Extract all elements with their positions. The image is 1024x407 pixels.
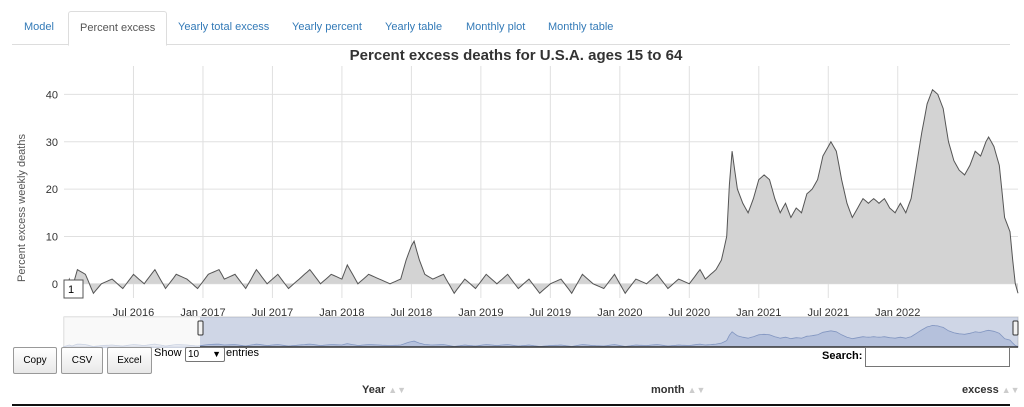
x-tick-label: Jul 2020 [669,307,711,319]
search-label: Search: [822,350,863,362]
tab-model[interactable]: Model [24,21,54,33]
y-tick-labels: 0 10 20 30 40 [46,89,58,290]
series-area [64,89,1018,294]
x-tick-label: Jul 2017 [252,307,294,319]
navigator-selection[interactable] [200,317,1018,347]
column-header-excess[interactable]: excess ▲▼ [962,384,1020,396]
y-tick-label: 40 [46,89,58,101]
excess-deaths-chart: Percent excess deaths for U.S.A. ages 15… [16,47,1019,348]
x-tick-label: Jan 2019 [458,307,503,319]
column-header-year[interactable]: Year ▲▼ [362,384,406,396]
range-marker[interactable]: 1 [63,279,84,299]
y-tick-label: 10 [46,231,58,243]
chart-series [63,88,1019,295]
tab-yearly-total-excess[interactable]: Yearly total excess [178,21,270,33]
x-tick-label: Jul 2016 [113,307,155,319]
tab-percent-excess[interactable]: Percent excess [68,11,168,46]
chart-title: Percent excess deaths for U.S.A. ages 15… [350,47,683,64]
column-header-excess-label: excess [962,384,999,396]
navigator-mask [64,317,200,347]
y-axis-label: Percent excess weekly deaths [16,134,28,282]
y-tick-label: 20 [46,184,58,196]
table-header-divider [12,404,1010,406]
x-tick-label: Jan 2022 [875,307,920,319]
chart-grid [64,66,1018,298]
tab-bar: Model Percent excess Yearly total excess… [12,11,1010,46]
tab-yearly-table[interactable]: Yearly table [385,21,443,33]
column-header-month-label: month [651,384,685,396]
range-selector[interactable] [63,316,1019,348]
tab-yearly-percent[interactable]: Yearly percent [292,21,362,33]
navigator-handle-left[interactable] [197,320,204,336]
chevron-down-icon: ▼ [212,349,221,359]
column-header-year-label: Year [362,384,386,396]
entries-select[interactable]: 10 ▼ [185,347,225,362]
x-tick-label: Jul 2021 [807,307,849,319]
excel-button[interactable]: Excel [107,347,152,374]
length-prefix: Show [154,347,182,359]
x-tick-label: Jul 2018 [391,307,433,319]
csv-button[interactable]: CSV [61,347,103,374]
navigator-handle-right[interactable] [1012,320,1019,336]
x-tick-label: Jul 2019 [530,307,572,319]
series-line [63,88,1019,295]
sort-icon: ▲▼ [687,385,706,395]
range-marker-label: 1 [68,284,74,296]
x-tick-label: Jan 2021 [736,307,781,319]
y-tick-label: 30 [46,137,58,149]
tab-monthly-table[interactable]: Monthly table [548,21,614,33]
x-tick-label: Jan 2018 [319,307,364,319]
sort-icon: ▲▼ [388,385,407,395]
copy-button[interactable]: Copy [13,347,57,374]
search-input[interactable] [865,347,1010,367]
length-suffix: entries [226,347,260,359]
x-tick-label: Jan 2020 [597,307,642,319]
y-tick-label: 0 [52,279,58,291]
column-header-month[interactable]: month ▲▼ [651,384,705,396]
entries-value: 10 [188,349,200,360]
sort-icon: ▲▼ [1001,385,1020,395]
x-tick-label: Jan 2017 [180,307,225,319]
tab-monthly-plot[interactable]: Monthly plot [466,21,526,33]
x-tick-labels: Jul 2016 Jan 2017 Jul 2017 Jan 2018 Jul 2018… [113,307,921,319]
